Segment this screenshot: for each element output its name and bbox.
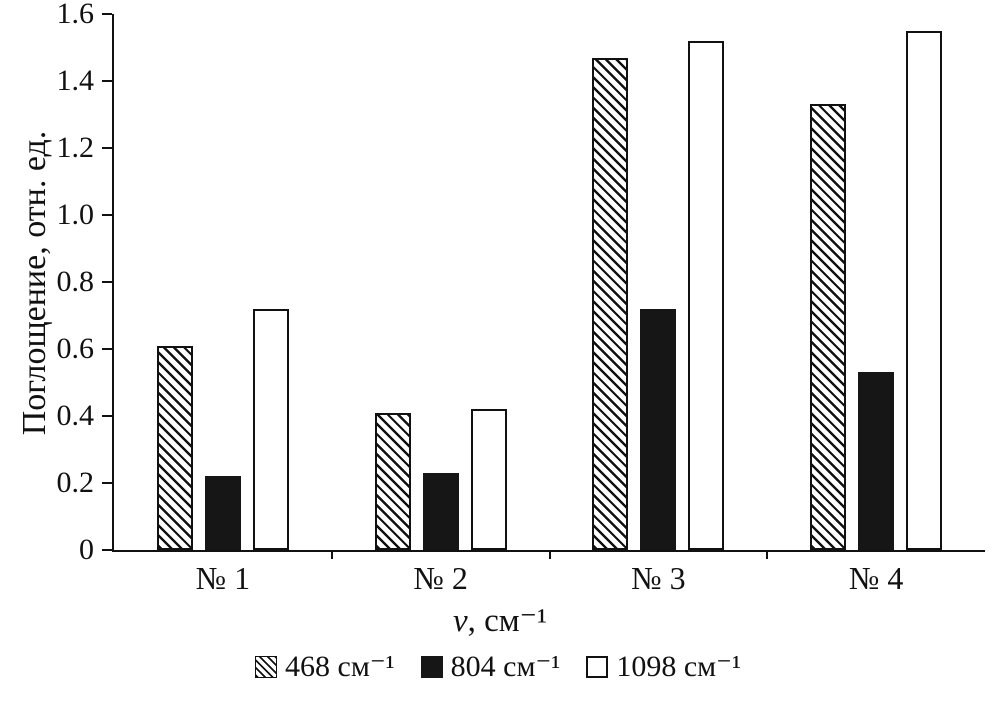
bar-804-group4 <box>858 372 895 550</box>
y-tick-label: 1.2 <box>56 131 95 164</box>
y-axis-tick <box>102 214 112 216</box>
legend: 468 см⁻¹ 804 см⁻¹ 1098 см⁻¹ <box>0 650 996 684</box>
x-axis-units: , см⁻¹ <box>467 603 547 639</box>
x-category-label: № 1 <box>195 560 251 596</box>
y-axis-tick <box>102 281 112 283</box>
x-axis-tick <box>548 552 551 559</box>
y-axis-tick <box>102 482 112 484</box>
bar-468-group1 <box>156 345 193 550</box>
bar-804-group1 <box>204 476 241 550</box>
legend-swatch-hatched-icon <box>255 656 278 678</box>
y-axis-tick <box>102 147 112 149</box>
legend-item-804: 804 см⁻¹ <box>420 650 561 684</box>
y-tick-label: 1.6 <box>56 0 95 30</box>
y-axis-tick <box>102 13 112 15</box>
y-tick-label: 0 <box>79 533 94 566</box>
y-axis-tick <box>102 348 112 350</box>
legend-swatch-solid-black-icon <box>420 656 443 678</box>
x-axis-symbol: ν <box>453 603 468 639</box>
x-category-label: № 4 <box>848 560 904 596</box>
bar-804-group2 <box>422 472 459 550</box>
y-tick-label: 0.2 <box>56 466 95 499</box>
bar-1098-group1 <box>252 308 289 550</box>
y-axis-tick <box>102 80 112 82</box>
bar-1098-group4 <box>906 30 943 550</box>
legend-item-1098: 1098 см⁻¹ <box>586 650 741 684</box>
bar-1098-group3 <box>688 40 725 550</box>
legend-label-804: 804 см⁻¹ <box>450 650 561 683</box>
legend-swatch-white-icon <box>586 656 609 678</box>
y-tick-label: 1.0 <box>56 198 95 231</box>
x-category-label: № 3 <box>631 560 686 596</box>
y-tick-label: 1.4 <box>56 64 95 97</box>
bar-1098-group2 <box>470 409 507 550</box>
legend-item-468: 468 см⁻¹ <box>255 650 395 684</box>
legend-label-468: 468 см⁻¹ <box>285 650 395 683</box>
bar-468-group3 <box>592 57 629 550</box>
y-axis-tick <box>102 415 112 417</box>
x-axis-label: ν, см⁻¹ <box>100 602 900 640</box>
bar-468-group4 <box>810 104 847 550</box>
bar-468-group2 <box>374 412 411 550</box>
legend-label-1098: 1098 см⁻¹ <box>616 650 741 683</box>
y-tick-label: 0.8 <box>56 265 95 298</box>
y-tick-label: 0.4 <box>56 399 95 432</box>
x-axis-tick <box>330 552 333 559</box>
y-tick-label: 0.6 <box>56 332 95 365</box>
bar-804-group3 <box>640 308 677 550</box>
x-axis-tick <box>766 552 769 559</box>
plot-area <box>112 14 985 552</box>
x-category-label: № 2 <box>413 560 468 596</box>
y-axis-tick <box>102 549 112 551</box>
